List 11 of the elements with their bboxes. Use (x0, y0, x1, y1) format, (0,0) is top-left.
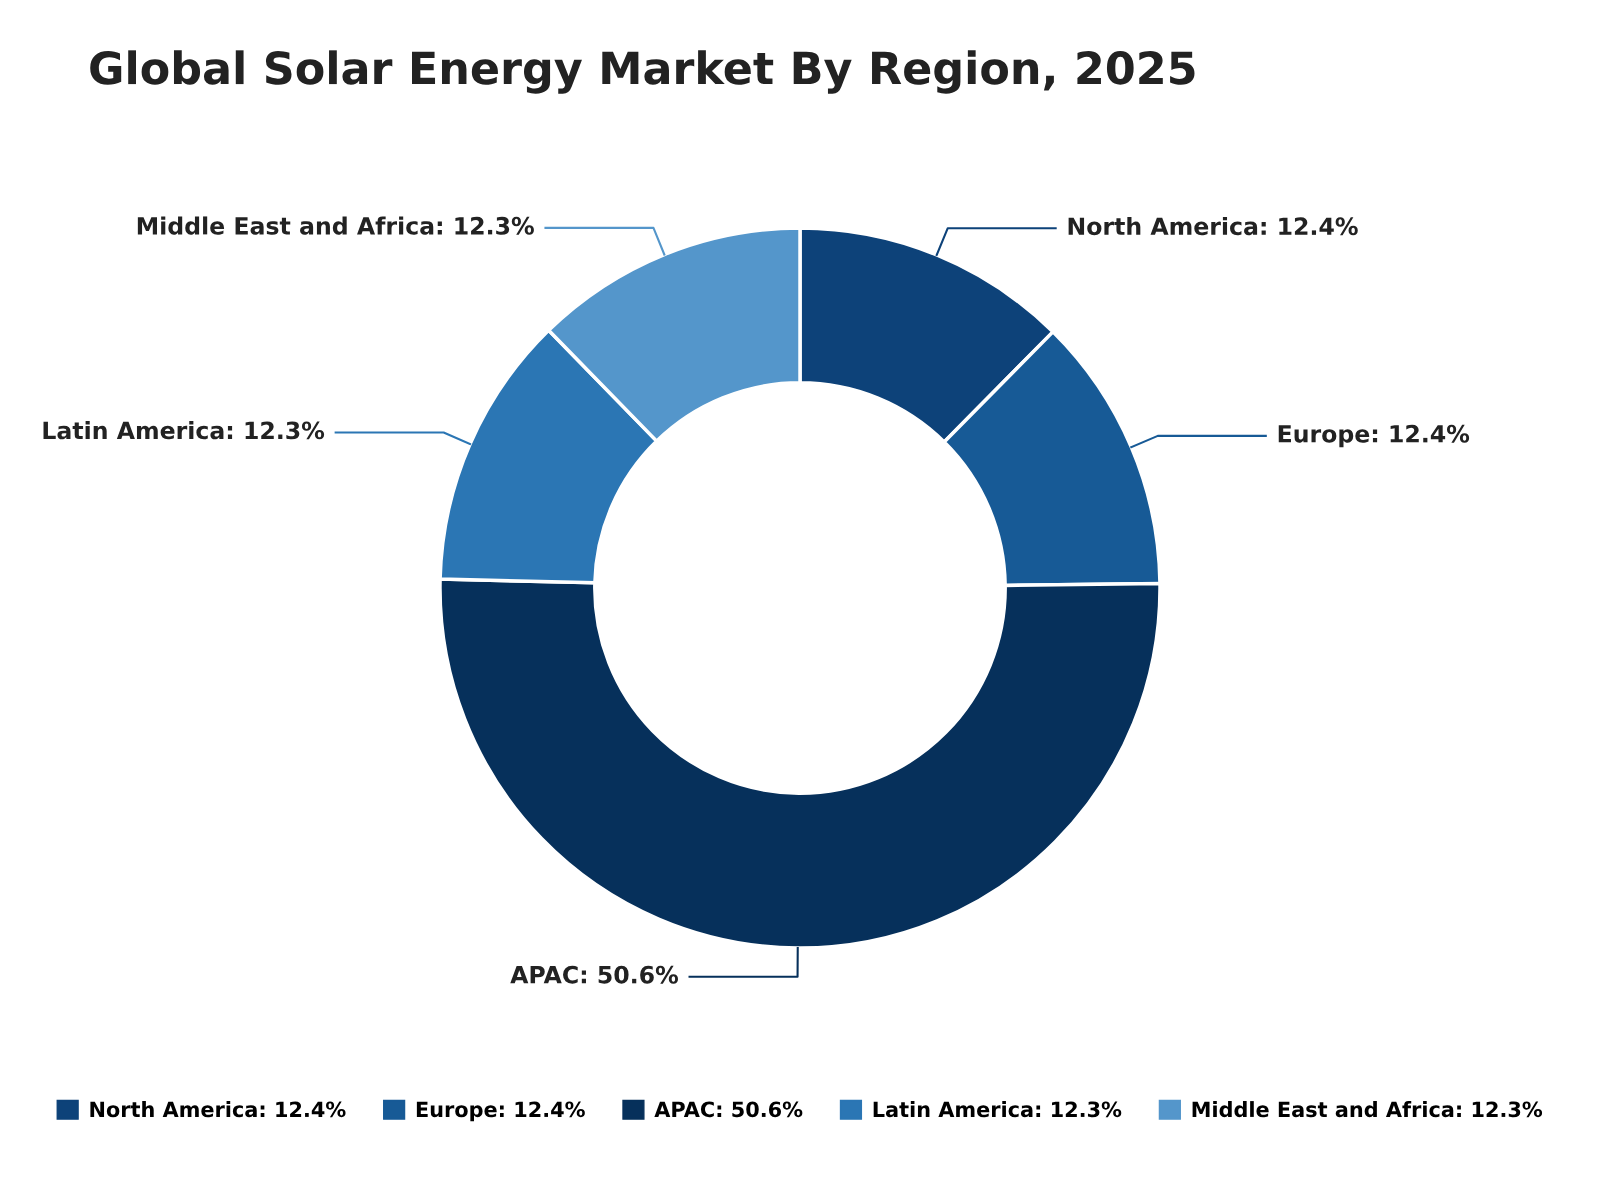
legend-label: APAC: 50.6% (654, 1101, 803, 1118)
slice-label: Europe: 12.4% (1278, 424, 1470, 448)
legend-label: North America: 12.4% (90, 1101, 346, 1118)
slice-label: Latin America: 12.3% (43, 421, 325, 440)
slice-label: Middle East and Africa: 12.3% (137, 216, 534, 235)
legend-label: Latin America: 12.3% (873, 1101, 1122, 1118)
legend-label: Middle East and Africa: 12.3% (1192, 1101, 1543, 1118)
slice-label: North America: 12.4% (1068, 216, 1358, 236)
chart-title: Global Solar Energy Market By Region, 2025 (90, 50, 1195, 94)
slice-label: APAC: 50.6% (510, 965, 679, 984)
legend-label: Europe: 12.4% (416, 1101, 585, 1122)
